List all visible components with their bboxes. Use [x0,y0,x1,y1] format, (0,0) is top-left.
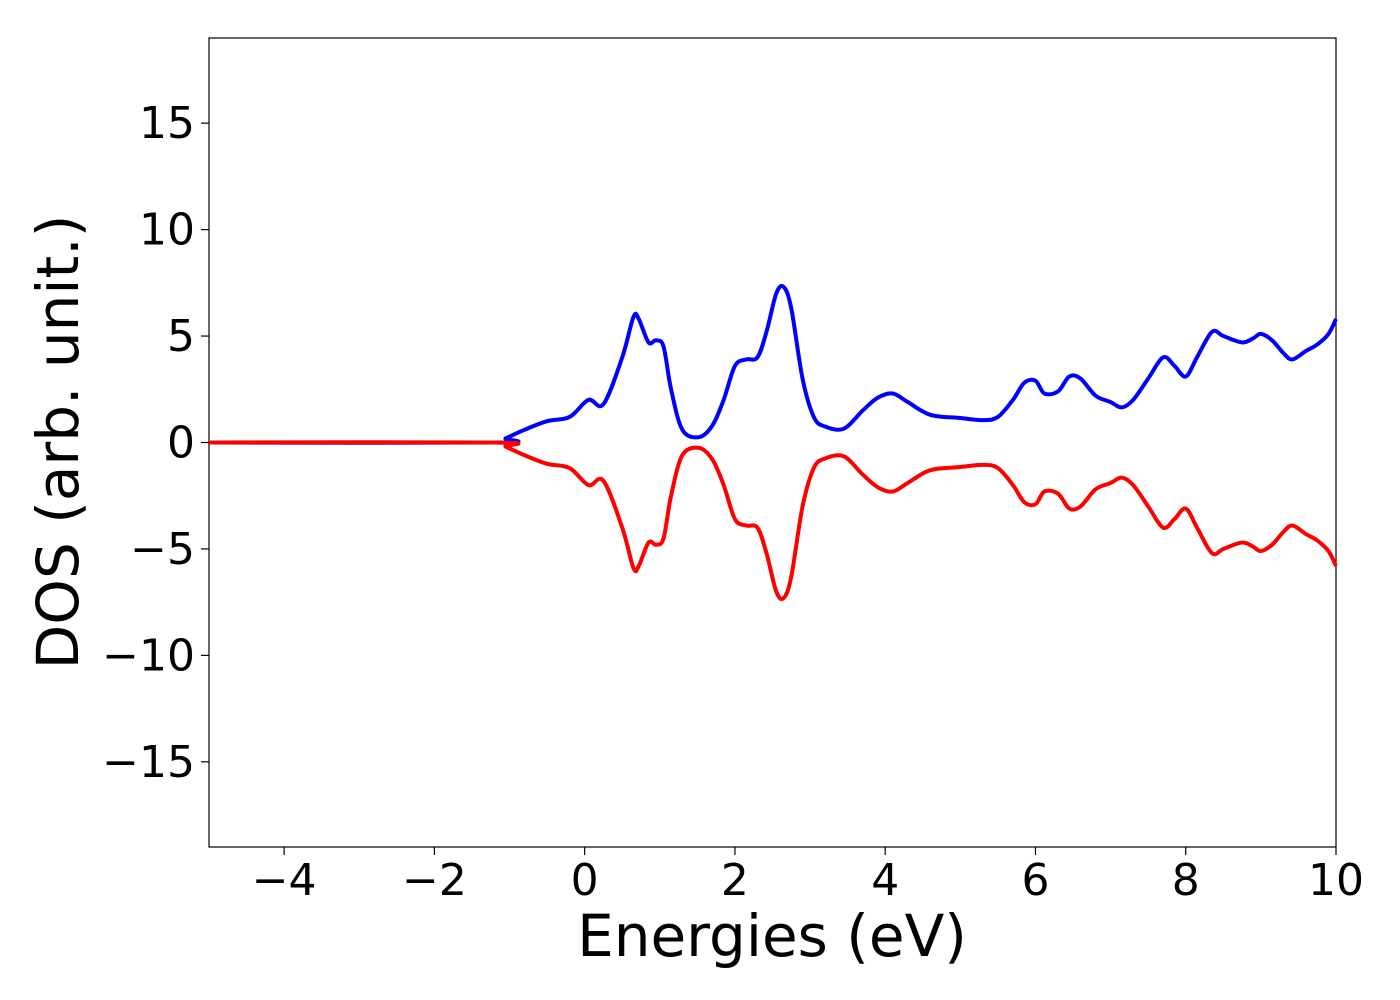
x-tick-label: −4 [252,855,317,906]
series-line-1 [208,440,1338,602]
y-axis-label: DOS (arb. unit.) [24,215,92,670]
y-tick-label: 10 [139,205,195,256]
plot-area [208,37,1338,848]
x-axis-ticks: −4 −2 0 2 4 6 8 10 [252,847,1364,906]
y-tick-label: −10 [102,630,195,681]
y-axis-ticks: −15 −10 −5 0 5 10 15 [102,98,209,788]
y-tick-label: 15 [139,98,195,149]
x-tick-label: 4 [871,855,899,906]
x-tick-label: 0 [571,855,599,906]
y-tick-label: 5 [167,311,195,362]
x-axis-label: Energies (eV) [577,902,967,970]
y-tick-label: 0 [167,418,195,469]
y-tick-label: −15 [102,737,195,788]
series-line-0 [208,283,1338,445]
x-tick-label: 8 [1172,855,1200,906]
x-tick-label: 2 [721,855,749,906]
series-layer [208,283,1338,602]
x-tick-label: 6 [1021,855,1049,906]
x-tick-label: −2 [402,855,467,906]
x-tick-label: 10 [1308,855,1364,906]
y-tick-label: −5 [130,524,195,575]
